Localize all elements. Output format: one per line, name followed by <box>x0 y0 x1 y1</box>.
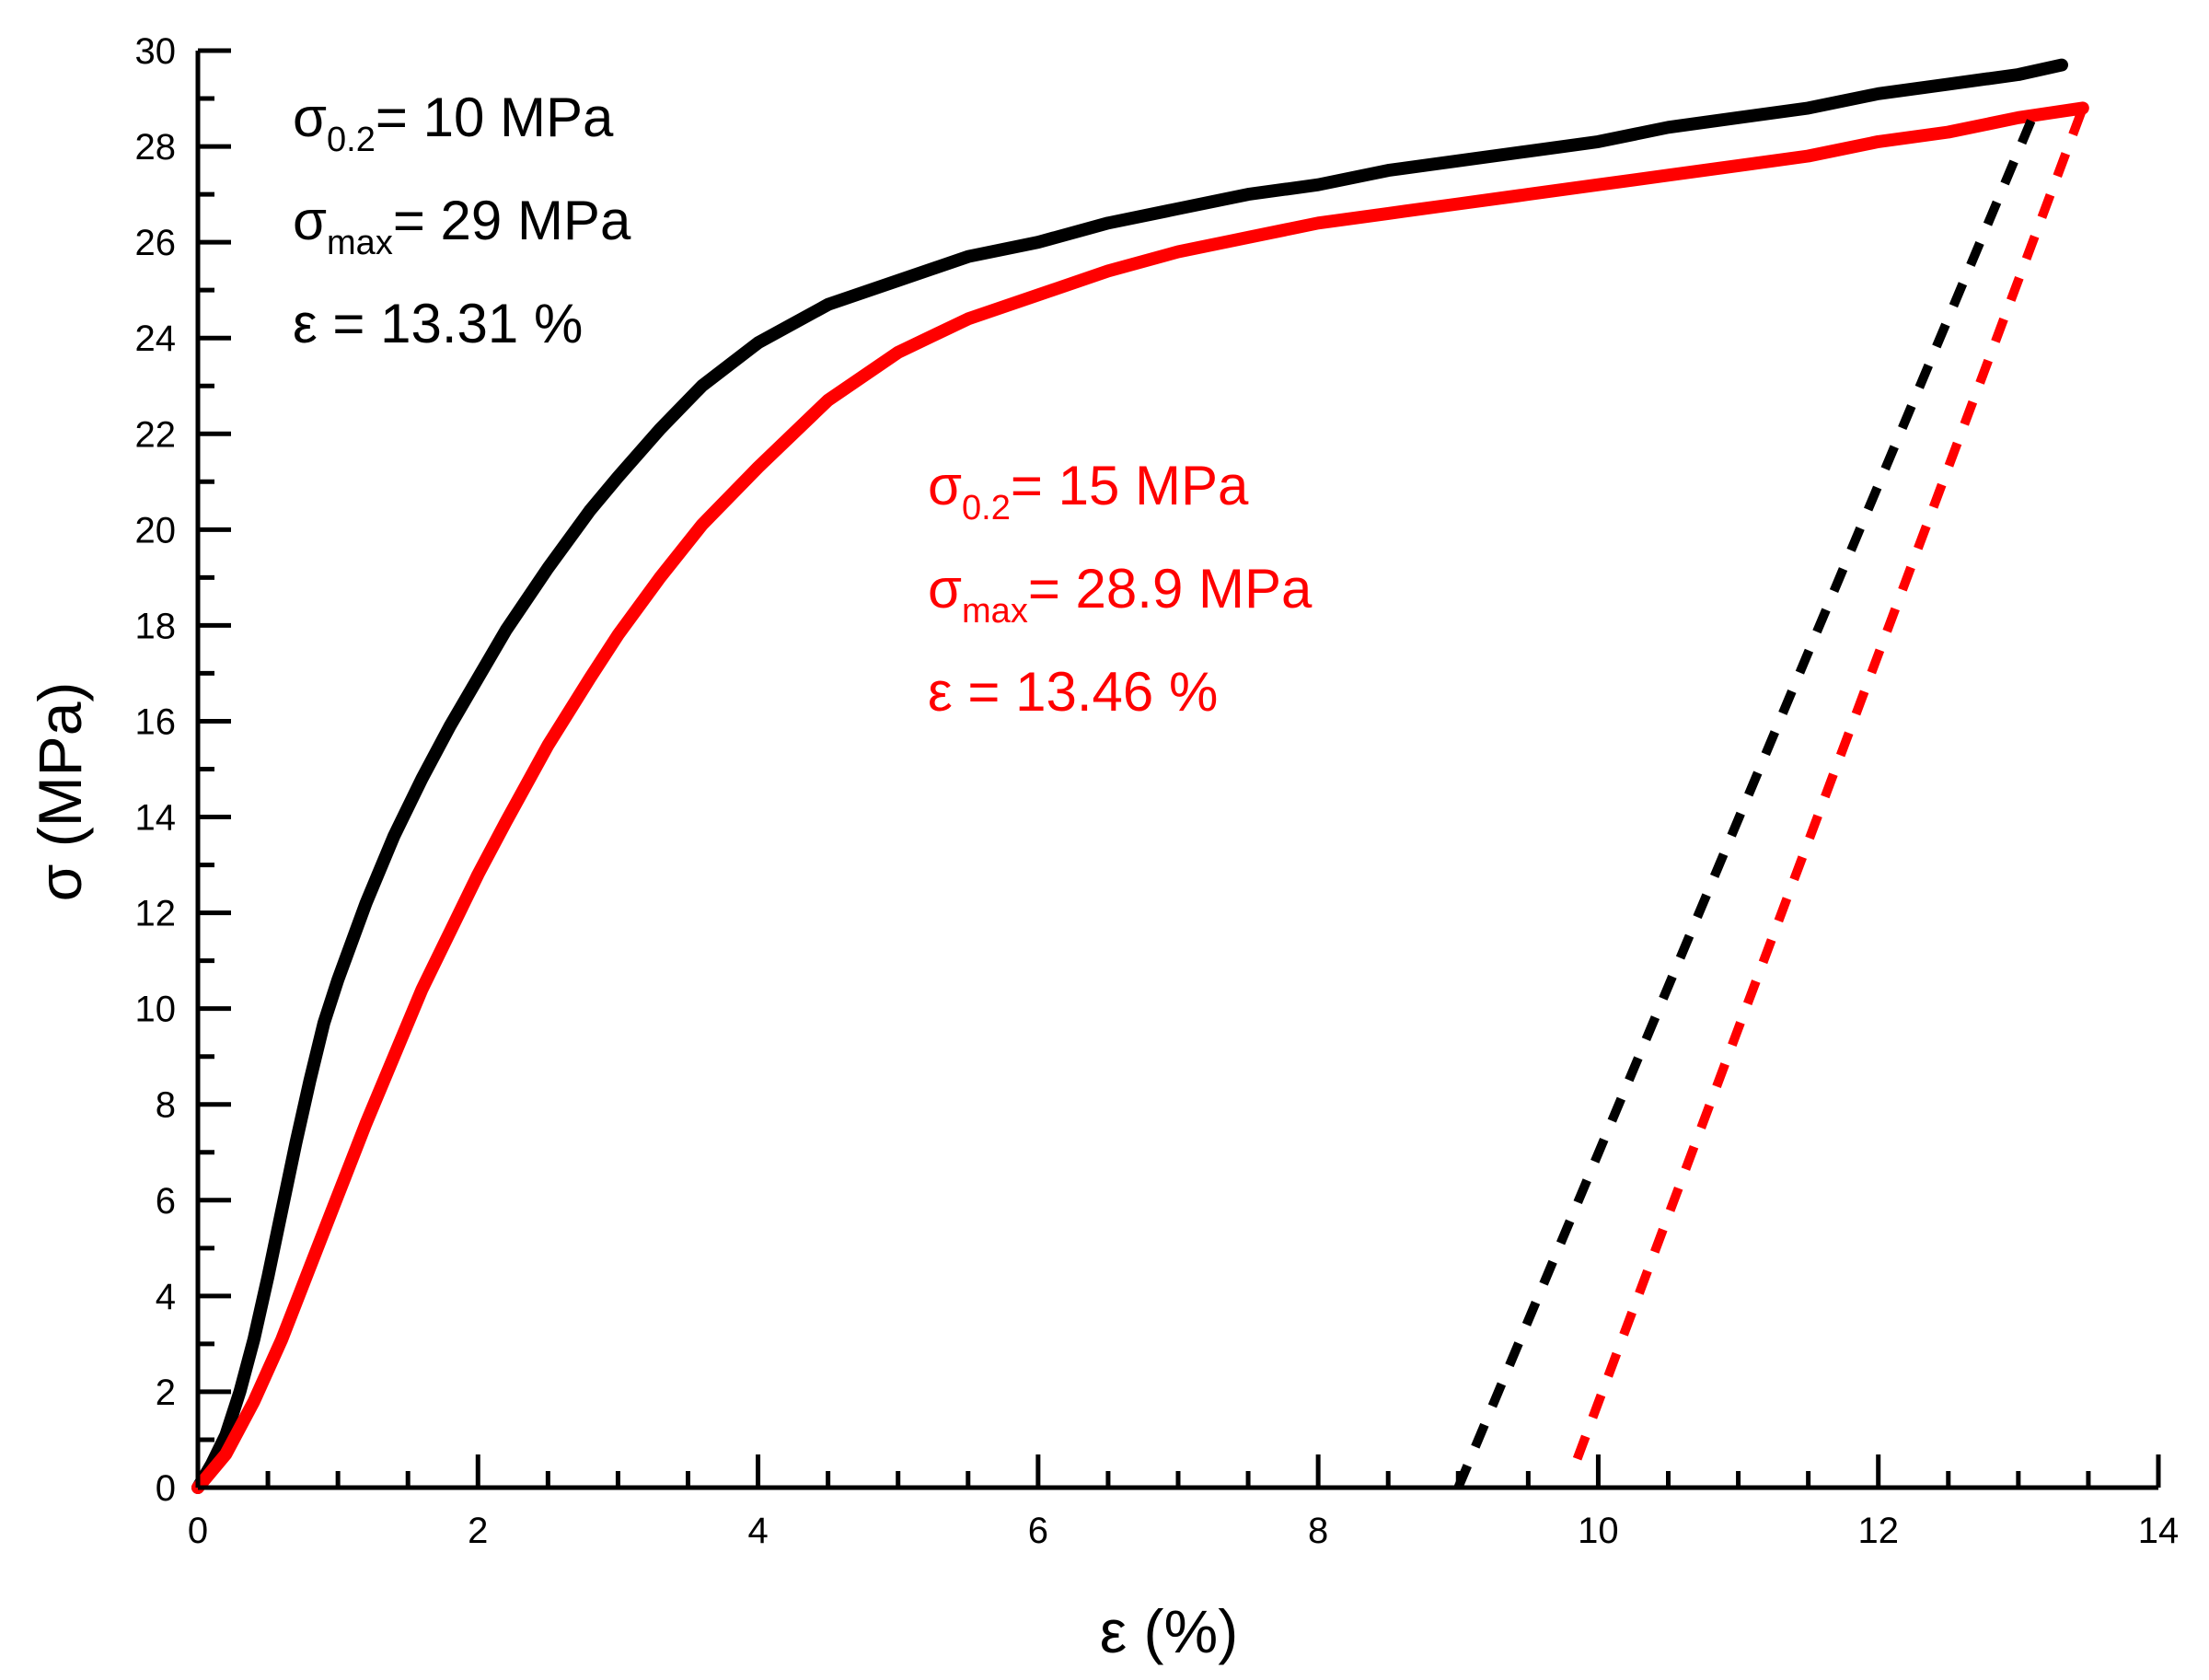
x-tick-label: 2 <box>468 1511 488 1551</box>
y-tick-label: 8 <box>156 1085 176 1126</box>
plot-marks <box>191 58 2089 1494</box>
series-black-line <box>191 58 2068 1494</box>
y-tick-label: 16 <box>135 701 177 742</box>
y-tick-label: 24 <box>135 319 177 359</box>
x-axis-title: ε (%) <box>1100 1597 1238 1665</box>
y-tick-label: 2 <box>156 1373 176 1413</box>
annotation-line: σ0.2= 15 MPa <box>928 455 1249 527</box>
y-tick-label: 14 <box>135 798 177 839</box>
x-tick-label: 0 <box>188 1511 208 1551</box>
y-tick-label: 28 <box>135 127 177 168</box>
y-tick-label: 0 <box>156 1468 176 1509</box>
series-red-line <box>191 101 2089 1494</box>
y-tick-label: 18 <box>135 606 177 646</box>
x-tick-label: 10 <box>1578 1511 1619 1551</box>
annotation-line: σmax= 29 MPa <box>293 190 631 262</box>
y-tick-label: 26 <box>135 223 177 263</box>
y-tick-label: 30 <box>135 31 177 72</box>
black-offset-dashed-line <box>1453 115 2037 1489</box>
annotation-line: ε = 13.31 % <box>293 293 583 354</box>
y-tick-label: 10 <box>135 990 177 1030</box>
y-tick-label: 22 <box>135 414 177 455</box>
y-tick-label: 6 <box>156 1181 176 1222</box>
x-tick-label: 8 <box>1308 1511 1328 1551</box>
y-tick-label: 20 <box>135 510 177 550</box>
annotation-line: σmax= 28.9 MPa <box>928 558 1313 631</box>
red-offset-dashed-line <box>1572 106 2088 1461</box>
x-tick-label: 4 <box>747 1511 768 1551</box>
y-tick-label: 4 <box>156 1277 176 1317</box>
x-tick-label: 6 <box>1028 1511 1048 1551</box>
annotation-line: σ0.2= 10 MPa <box>293 87 614 159</box>
x-tick-label: 14 <box>2138 1511 2180 1551</box>
y-tick-label: 12 <box>135 894 177 934</box>
annotation-line: ε = 13.46 % <box>928 661 1218 723</box>
x-tick-label: 12 <box>1857 1511 1899 1551</box>
annotations: σ0.2= 10 MPa σmax= 29 MPa ε = 13.31 % σ0.2=… <box>293 87 1313 723</box>
y-axis-title: σ (MPa) <box>26 682 94 902</box>
